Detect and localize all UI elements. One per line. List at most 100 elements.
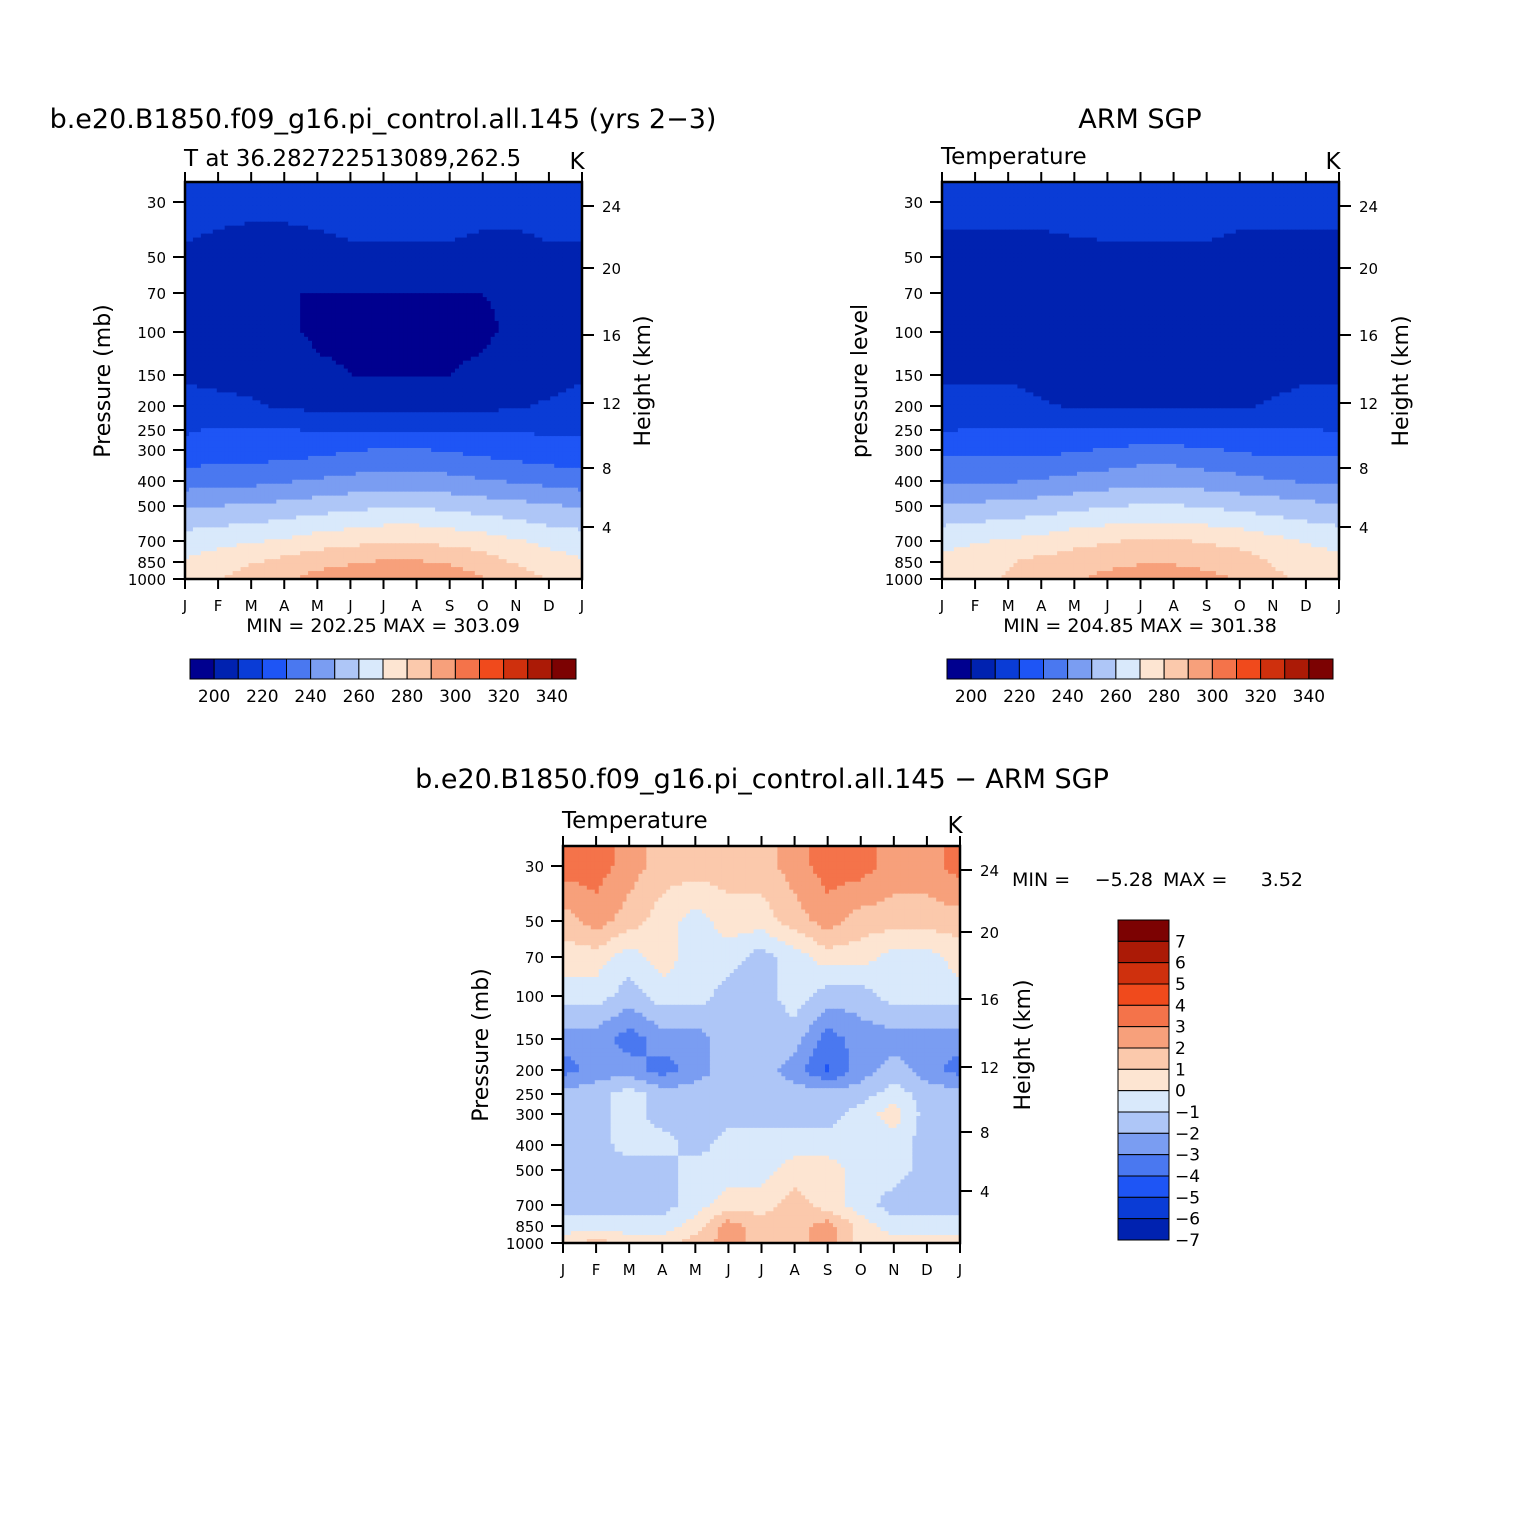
contour-cell bbox=[443, 316, 448, 322]
contour-cell bbox=[323, 221, 329, 227]
contour-cell bbox=[268, 229, 273, 235]
contour-cell bbox=[300, 265, 305, 270]
contour-cell bbox=[391, 360, 397, 366]
contour-cell bbox=[403, 364, 408, 370]
contour-cell bbox=[447, 352, 452, 358]
contour-cell bbox=[470, 205, 476, 211]
contour-cell bbox=[482, 277, 488, 282]
contour-cell bbox=[296, 237, 301, 243]
contour-cell bbox=[268, 356, 273, 362]
contour-cell bbox=[466, 193, 472, 199]
contour-cell bbox=[526, 305, 531, 310]
contour-cell bbox=[466, 261, 472, 266]
contour-cell bbox=[454, 297, 460, 302]
contour-cell bbox=[566, 360, 571, 366]
contour-cell bbox=[292, 229, 297, 235]
contour-cell bbox=[220, 225, 226, 231]
contour-cell bbox=[343, 293, 349, 298]
contour-cell bbox=[411, 277, 416, 282]
contour-cell bbox=[506, 193, 512, 199]
contour-cell bbox=[327, 309, 333, 314]
contour-cell bbox=[530, 265, 535, 270]
contour-cell bbox=[407, 245, 412, 251]
contour-cell bbox=[534, 209, 539, 215]
contour-cell bbox=[514, 237, 520, 243]
contour-cell bbox=[240, 201, 246, 207]
contour-cell bbox=[534, 313, 539, 318]
contour-cell bbox=[395, 336, 400, 342]
contour-cell bbox=[252, 348, 258, 354]
contour-cell bbox=[498, 293, 504, 298]
contour-cell bbox=[196, 352, 202, 358]
contour-cell bbox=[367, 249, 373, 255]
contour-cell bbox=[562, 297, 567, 302]
contour-cell bbox=[268, 201, 273, 207]
contour-cell bbox=[292, 376, 297, 382]
contour-cell bbox=[431, 193, 436, 199]
contour-cell bbox=[435, 221, 440, 227]
contour-cell bbox=[256, 189, 262, 195]
contour-cell bbox=[534, 352, 539, 358]
contour-cell bbox=[490, 344, 496, 350]
contour-cell bbox=[200, 213, 206, 219]
contour-cell bbox=[526, 281, 531, 286]
contour-cell bbox=[308, 348, 313, 354]
contour-cell bbox=[411, 225, 416, 231]
contour-cell bbox=[319, 221, 325, 227]
contour-cell bbox=[204, 225, 210, 231]
contour-cell bbox=[419, 320, 424, 326]
contour-cell bbox=[526, 328, 531, 334]
contour-cell bbox=[319, 185, 325, 191]
contour-cell bbox=[304, 356, 309, 362]
contour-cell bbox=[355, 348, 361, 354]
contour-cell bbox=[268, 189, 273, 195]
contour-cell bbox=[316, 368, 321, 374]
contour-cell bbox=[371, 293, 377, 298]
contour-cell bbox=[470, 328, 476, 334]
contour-cell bbox=[554, 364, 559, 370]
contour-cell bbox=[185, 217, 190, 223]
contour-cell bbox=[292, 221, 297, 227]
contour-cell bbox=[339, 356, 345, 362]
contour-cell bbox=[474, 261, 480, 266]
contour-cell bbox=[312, 344, 317, 350]
contour-cell bbox=[363, 285, 369, 290]
contour-cell bbox=[570, 245, 575, 251]
contour-cell bbox=[542, 372, 547, 378]
contour-cell bbox=[240, 185, 246, 191]
contour-cell bbox=[435, 257, 440, 262]
contour-cell bbox=[534, 293, 539, 298]
contour-cell bbox=[530, 340, 535, 346]
contour-cell bbox=[323, 348, 329, 354]
contour-cell bbox=[216, 213, 222, 219]
contour-cell bbox=[312, 293, 317, 298]
contour-cell bbox=[403, 201, 408, 207]
contour-cell bbox=[323, 297, 329, 302]
contour-cell bbox=[216, 182, 222, 187]
contour-cell bbox=[228, 182, 234, 187]
contour-cell bbox=[288, 332, 293, 338]
contour-cell bbox=[276, 182, 281, 187]
contour-cell bbox=[363, 297, 369, 302]
contour-cell bbox=[391, 297, 397, 302]
contour-cell bbox=[443, 285, 448, 290]
contour-cell bbox=[522, 273, 528, 278]
contour-cell bbox=[312, 225, 317, 231]
contour-cell bbox=[450, 253, 456, 259]
contour-cell bbox=[204, 241, 210, 247]
contour-cell bbox=[236, 221, 242, 227]
contour-cell bbox=[578, 205, 583, 211]
contour-cell bbox=[403, 209, 408, 215]
contour-cell bbox=[367, 340, 373, 346]
contour-cell bbox=[351, 344, 357, 350]
contour-cell bbox=[502, 277, 508, 282]
contour-cell bbox=[204, 185, 210, 191]
contour-cell bbox=[558, 348, 563, 354]
contour-cell bbox=[462, 301, 468, 306]
contour-cell bbox=[232, 340, 238, 346]
contour-cell bbox=[204, 197, 210, 203]
contour-cell bbox=[355, 237, 361, 243]
contour-cell bbox=[407, 348, 412, 354]
contour-cell bbox=[355, 376, 361, 382]
contour-cell bbox=[554, 241, 559, 247]
